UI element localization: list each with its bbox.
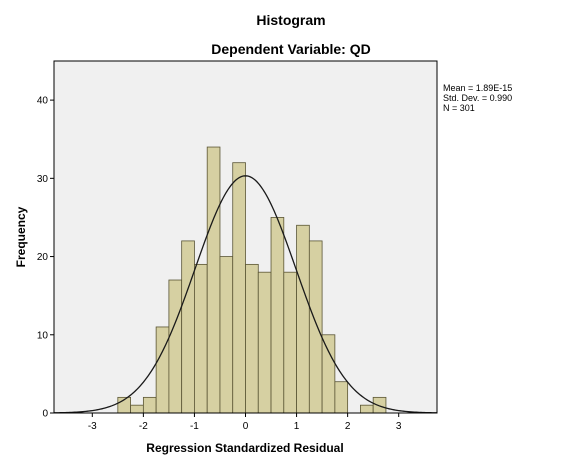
stats-std-dev: Std. Dev. = 0.990 <box>443 93 512 103</box>
x-tick-label: 3 <box>396 421 402 432</box>
histogram-bar <box>194 263 208 414</box>
x-axis-label: Regression Standardized Residual <box>146 441 343 455</box>
y-tick-label: 30 <box>37 174 49 185</box>
y-axis-label: Frequency <box>14 206 28 267</box>
y-tick-label: 0 <box>42 409 48 420</box>
histogram-bars <box>117 146 387 414</box>
x-tick-label: 0 <box>243 421 249 432</box>
x-tick-label: 1 <box>294 421 300 432</box>
histogram-bar <box>219 256 234 414</box>
y-tick-label: 20 <box>37 252 49 263</box>
stats-mean: Mean = 1.89E-15 <box>443 83 512 93</box>
histogram-bar <box>257 271 272 414</box>
chart-subtitle: Dependent Variable: QD <box>211 41 370 57</box>
x-tick-label: -3 <box>88 421 97 432</box>
histogram-bar <box>232 162 246 414</box>
chart-title: Histogram <box>256 12 325 28</box>
histogram-bar <box>359 404 374 414</box>
y-axis: 0 10 20 30 40 <box>37 96 54 420</box>
histogram-bar <box>142 396 157 414</box>
stats-n: N = 301 <box>443 103 475 113</box>
histogram-bar <box>130 404 144 414</box>
x-tick-label: -2 <box>139 421 148 432</box>
normal-curve <box>53 175 438 414</box>
histogram-bar <box>270 217 285 414</box>
histogram-bar <box>245 263 259 414</box>
y-tick-label: 10 <box>37 330 49 341</box>
histogram-bar <box>283 271 297 414</box>
histogram-bar <box>168 279 183 414</box>
histogram-bar <box>181 240 195 414</box>
x-tick-label: 2 <box>345 421 351 432</box>
histogram-bar <box>206 146 221 414</box>
x-tick-label: -1 <box>190 421 199 432</box>
histogram-bar <box>321 334 336 414</box>
histogram-bar <box>296 224 310 414</box>
histogram-bar <box>308 240 323 414</box>
y-tick-label: 40 <box>37 96 49 107</box>
x-axis: -3 -2 -1 0 1 2 3 <box>88 413 402 432</box>
histogram-bar <box>155 326 170 414</box>
histogram-bar <box>372 396 387 414</box>
histogram-bar <box>334 381 349 414</box>
